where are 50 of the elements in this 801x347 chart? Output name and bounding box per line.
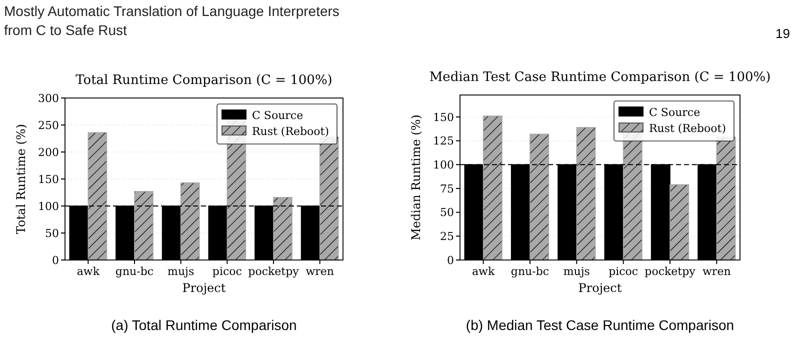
y-tick-label: 50 [45, 226, 59, 240]
bar [134, 191, 154, 260]
chart-title: Median Test Case Runtime Comparison (C = 100%) [429, 70, 771, 85]
bar [273, 196, 292, 260]
text: Mostly Automatic Translation of Language Interpreters from C to Safe Rust [4, 2, 340, 40]
x-tick-label: wren [306, 265, 334, 278]
legend-label: C Source [252, 108, 304, 122]
bar [180, 182, 200, 260]
x-tick-label: pocketpy [644, 265, 696, 278]
bar [716, 136, 736, 260]
y-tick-label: 125 [433, 134, 454, 148]
y-tick-label: 50 [440, 206, 454, 220]
y-tick-label: 150 [433, 110, 454, 124]
bar [670, 184, 690, 260]
y-tick-label: 0 [447, 254, 454, 267]
y-axis-title: Median Runtime (%) [409, 114, 423, 240]
y-tick-label: 0 [52, 254, 59, 267]
bar [530, 134, 550, 260]
bar [482, 116, 502, 260]
y-tick-label: 100 [433, 158, 454, 172]
legend-label: C Source [649, 106, 700, 119]
x-axis-title: Project [182, 281, 226, 295]
y-axis-title: Total Runtime (%) [14, 124, 28, 234]
x-tick-label: wren [702, 265, 731, 278]
x-tick-label: awk [472, 265, 495, 278]
x-tick-label: picoc [212, 265, 242, 278]
bar [319, 136, 339, 260]
bar [576, 127, 596, 260]
y-tick-label: 75 [440, 182, 454, 196]
text: (b) Median Test Case Runtime Comparison [466, 317, 734, 333]
x-tick-label: mujs [168, 265, 194, 278]
y-tick-label: 100 [38, 200, 59, 213]
x-tick-label: gnu-bc [115, 265, 154, 278]
x-tick-label: pocketpy [248, 265, 300, 278]
legend-label: Rust (Reboot) [252, 124, 330, 138]
y-tick-label: 300 [38, 92, 59, 105]
x-tick-label: picoc [608, 265, 638, 278]
y-tick-label: 250 [38, 118, 59, 132]
x-axis-title: Project [578, 281, 622, 295]
x-tick-label: gnu-bc [510, 265, 550, 278]
legend-label: Rust (Reboot) [649, 122, 726, 135]
chart-title: Total Runtime Comparison (C = 100%) [76, 73, 332, 88]
x-tick-label: mujs [563, 265, 590, 278]
y-tick-label: 150 [38, 172, 59, 186]
x-tick-label: awk [76, 265, 100, 278]
text: 19 [776, 26, 790, 41]
y-tick-label: 25 [440, 230, 454, 244]
text: (a) Total Runtime Comparison [111, 317, 297, 333]
bar [88, 132, 108, 260]
y-tick-label: 200 [38, 146, 59, 159]
